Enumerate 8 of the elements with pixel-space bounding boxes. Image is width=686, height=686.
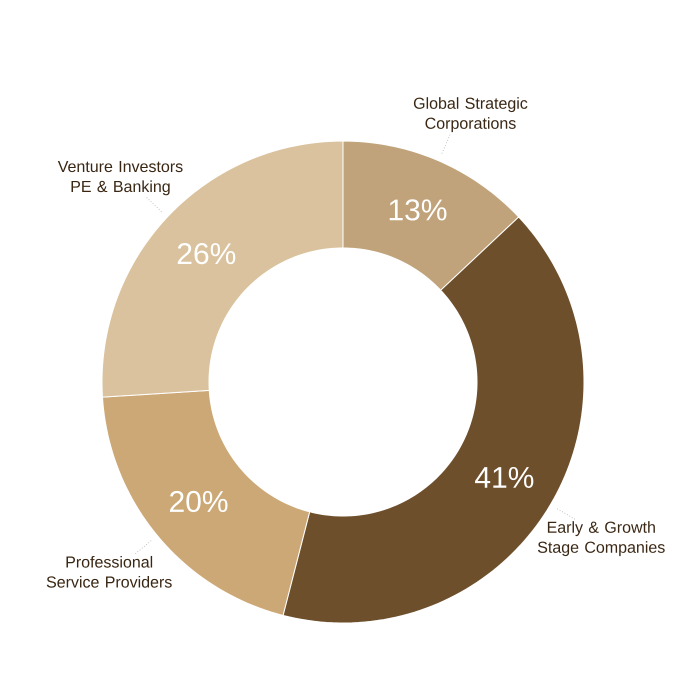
data-label: 13% <box>390 199 446 221</box>
slice-label: Global Strategic Corporations <box>414 97 528 132</box>
slice-label: Early & Growth Stage Companies <box>538 521 665 556</box>
slice-label: Venture Investors PE & Banking <box>58 160 183 196</box>
data-label: 41% <box>475 466 534 488</box>
data-label: 20% <box>170 490 228 512</box>
data-label: 26% <box>178 243 236 264</box>
slice-label: Professional Service Providers <box>46 556 172 588</box>
